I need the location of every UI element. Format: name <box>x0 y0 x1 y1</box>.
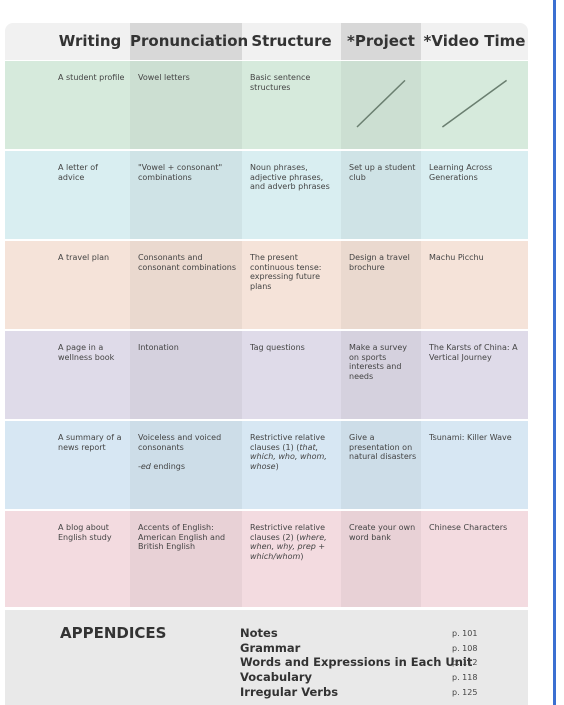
row-band <box>5 421 528 509</box>
slash-line <box>356 79 406 128</box>
table-cell: Learning Across Generations <box>421 151 528 239</box>
table-cell: Give a presentation on natural disasters <box>341 421 421 509</box>
appendix-label: Vocabulary <box>240 670 313 685</box>
column-header: *Project <box>341 23 421 60</box>
cell-text: -ed <box>138 462 151 471</box>
appendix-page: p. 101 <box>452 629 478 638</box>
table-cell: Machu Picchu <box>421 241 528 329</box>
appendix-page: p. 125 <box>452 687 478 697</box>
cell-text: Design a travel brochure <box>349 253 410 272</box>
table-cell: A letter of advice <box>50 151 130 239</box>
slash-line <box>441 79 508 128</box>
table-cell: The present continuous tense: expressing… <box>242 241 341 329</box>
cell-text: Chinese Characters <box>429 523 508 532</box>
table-cell: Noun phrases, adjective phrases, and adv… <box>242 151 341 239</box>
cell-text: Tag questions <box>250 343 305 352</box>
cell-text: Tsunami: Killer Wave <box>429 433 512 442</box>
table-cell: Tsunami: Killer Wave <box>421 421 528 509</box>
cell-text: Intonation <box>138 343 179 352</box>
row-band <box>5 61 528 149</box>
column-header: *Video Time <box>423 32 526 50</box>
table-cell: Restrictive relative clauses (2) (where,… <box>242 511 341 607</box>
cell-text: Restrictive relative clauses (1) ( <box>250 433 326 452</box>
appendix-label: Grammar <box>240 640 301 655</box>
table-cell: A page in a wellness book <box>50 331 130 419</box>
cell-text: The present continuous tense: expressing… <box>250 253 322 291</box>
table-cell: The Karsts of China: A Vertical Journey <box>421 331 528 419</box>
cell-text: A summary of a news report <box>58 433 122 452</box>
cell-text: Accents of English: American English and… <box>138 523 226 551</box>
cell-text: A blog about English study <box>58 523 112 542</box>
appendix-page: p. 108 <box>452 643 478 653</box>
cell-text: A travel plan <box>58 253 110 262</box>
table-cell: Set up a student club <box>341 151 421 239</box>
cell-text: endings <box>150 462 186 471</box>
cell-text: Restrictive relative clauses (2) ( <box>250 523 326 542</box>
appendix-page: p. 118 <box>452 673 478 683</box>
empty-slash <box>441 79 508 128</box>
cell-text: Machu Picchu <box>429 253 484 262</box>
cell-text: Give a presentation on natural disasters <box>349 433 417 461</box>
cell-text: Consonants and consonant combinations <box>138 253 236 272</box>
cell-text: "Vowel + consonant" combinations <box>138 163 223 182</box>
table-cell: Tag questions <box>242 331 341 419</box>
table-cell <box>341 61 421 149</box>
table-cell: A travel plan <box>50 241 130 329</box>
table-cell: "Vowel + consonant" combinations <box>130 151 242 239</box>
table-cell: Accents of English: American English and… <box>130 511 242 607</box>
cell-text: Basic sentence structures <box>250 73 311 92</box>
row-band <box>5 511 528 607</box>
column-header: Structure <box>251 32 332 50</box>
table-cell: Basic sentence structures <box>242 61 341 149</box>
table-cell: A blog about English study <box>50 511 130 607</box>
cell-text: where, when, why, prep + which/whom <box>250 532 327 561</box>
cell-text: Learning Across Generations <box>429 163 493 182</box>
appendices-band <box>5 610 528 705</box>
table-cell: Consonants and consonant combinations <box>130 241 242 329</box>
table-cell: Chinese Characters <box>421 511 528 607</box>
cell-text: Make a survey on sports interests and ne… <box>349 343 407 381</box>
table-cell: A student profile <box>50 61 130 149</box>
cell-text: ) <box>275 461 279 471</box>
row-band <box>5 151 528 239</box>
header-band <box>5 23 528 60</box>
table-cell: Design a travel brochure <box>341 241 421 329</box>
cell-text: The Karsts of China: A Vertical Journey <box>429 343 518 362</box>
table-cell: Make a survey on sports interests and ne… <box>341 331 421 419</box>
cell-text: that, which, who, whom, whose <box>250 442 327 471</box>
table-cell: Voiceless and voiced consonants -ed endin… <box>130 421 242 509</box>
table-cell <box>421 61 528 149</box>
empty-slash <box>356 79 406 128</box>
row-band <box>5 241 528 329</box>
spacer <box>138 452 238 462</box>
appendices-title: APPENDICES <box>60 624 167 642</box>
table-cell: Vowel letters <box>130 61 242 149</box>
table-cell: Create your own word bank <box>341 511 421 607</box>
cell-text: A page in a wellness book <box>58 343 115 362</box>
table-cell: Restrictive relative clauses (1) (that, … <box>242 421 341 509</box>
cell-text: Noun phrases, adjective phrases, and adv… <box>250 163 330 191</box>
cell-text: Vowel letters <box>138 73 190 82</box>
row-band <box>5 331 528 419</box>
cell-text: Create your own word bank <box>349 523 416 542</box>
column-header: Pronunciation <box>130 23 248 60</box>
column-header: Writing <box>58 32 122 50</box>
appendix-label: Irregular Verbs <box>240 684 339 699</box>
table-cell: A summary of a news report <box>50 421 130 509</box>
side-border <box>553 0 556 705</box>
cell-text: ) <box>300 551 304 561</box>
appendix-label: Words and Expressions in Each Unit <box>240 655 473 670</box>
cell-text: A letter of advice <box>58 163 98 182</box>
cell-text: A student profile <box>58 73 125 82</box>
cell-text: Set up a student club <box>349 163 416 182</box>
cell-text: Voiceless and voiced consonants <box>138 433 222 452</box>
appendix-label: Notes <box>240 626 278 640</box>
appendix-page: p. 112 <box>452 658 478 668</box>
table-cell: Intonation <box>130 331 242 419</box>
